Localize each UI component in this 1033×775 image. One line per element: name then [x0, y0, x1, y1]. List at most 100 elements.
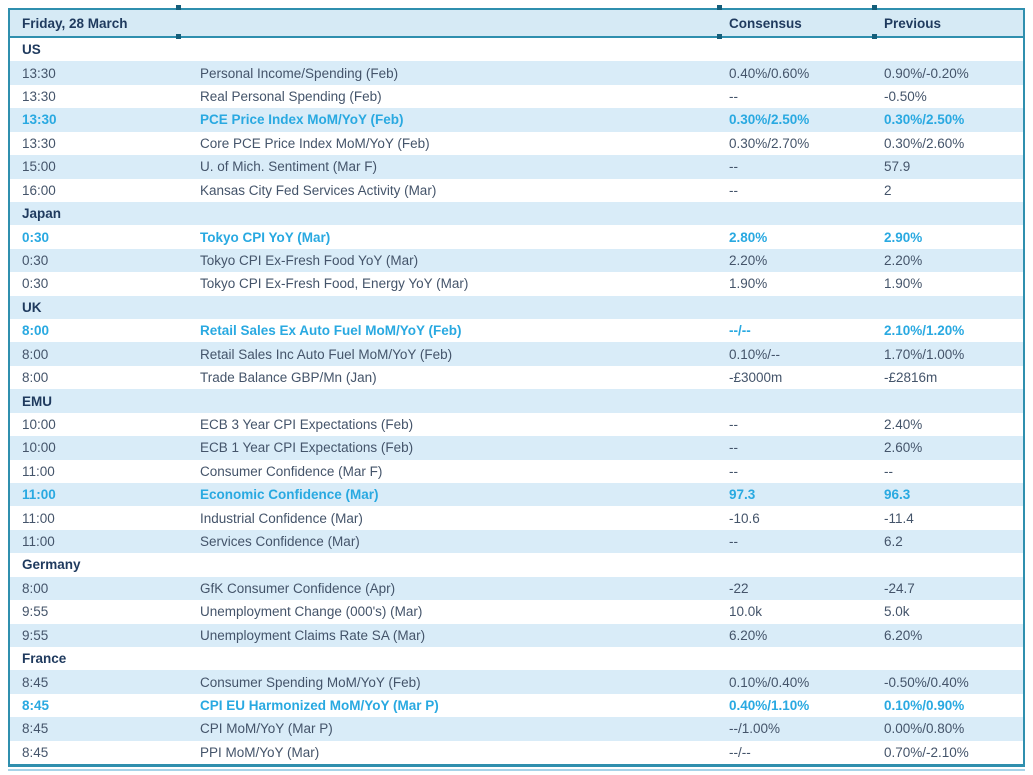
- previous-cell: -0.50%: [884, 89, 927, 105]
- consensus-cell: 97.3: [729, 487, 756, 503]
- time-cell: 8:00: [22, 370, 49, 386]
- event-cell: CPI EU Harmonized MoM/YoY (Mar P): [200, 698, 439, 714]
- time-cell: 0:30: [22, 253, 49, 268]
- previous-cell: 0.90%/-0.20%: [884, 65, 969, 81]
- event-cell: CPI MoM/YoY (Mar P): [200, 721, 333, 737]
- column-tick: [176, 34, 181, 39]
- previous-cell: 2.60%: [884, 440, 923, 456]
- table-row: 8:00 Trade Balance GBP/Mn (Jan) -£3000m -£2…: [10, 365, 1023, 390]
- table-row: 16:00 Kansas City Fed Services Activity (…: [10, 178, 1023, 202]
- previous-cell: 0.30%/2.50%: [884, 112, 965, 128]
- consensus-cell: 0.40%/0.60%: [729, 65, 810, 81]
- consensus-cell: --: [729, 463, 738, 479]
- table-row: 8:00 GfK Consumer Confidence (Apr) -22 -24.…: [10, 576, 1023, 601]
- table-row: 11:00 Industrial Confidence (Mar) -10.6 -11…: [10, 506, 1023, 530]
- consensus-cell: --: [729, 182, 738, 198]
- consensus-cell: 0.40%/1.10%: [729, 698, 810, 714]
- previous-cell: 57.9: [884, 159, 911, 175]
- time-cell: 8:00: [22, 580, 49, 596]
- table-row: 11:00 Services Confidence (Mar) -- 6.2: [10, 529, 1023, 554]
- table-row: 10:00 ECB 1 Year CPI Expectations (Feb) --…: [10, 436, 1023, 460]
- date-header: Friday, 28 March: [22, 15, 128, 31]
- table-row: 8:45 Consumer Spending MoM/YoY (Feb) 0.10%…: [10, 670, 1023, 694]
- column-tick: [717, 34, 722, 39]
- previous-cell: 0.30%/2.60%: [884, 135, 965, 151]
- event-cell: GfK Consumer Confidence (Apr): [200, 580, 396, 596]
- previous-column-header: Previous: [884, 15, 942, 31]
- table-row: 11:00 Economic Confidence (Mar) 97.3 96.3: [10, 483, 1023, 507]
- previous-cell: 1.70%/1.00%: [884, 346, 965, 362]
- column-tick: [717, 5, 722, 10]
- consensus-cell: -10.6: [729, 510, 760, 526]
- previous-cell: --: [884, 463, 893, 479]
- event-cell: Industrial Confidence (Mar): [200, 510, 363, 526]
- event-cell: PPI MoM/YoY (Mar): [200, 744, 320, 760]
- section-row-japan: Japan: [10, 201, 1023, 226]
- event-cell: Consumer Confidence (Mar F): [200, 463, 383, 479]
- event-cell: Trade Balance GBP/Mn (Jan): [200, 370, 377, 386]
- section-region-label: France: [22, 651, 67, 667]
- consensus-cell: --: [729, 89, 738, 105]
- time-cell: 8:45: [22, 674, 49, 690]
- previous-cell: -£2816m: [884, 370, 938, 386]
- time-cell: 8:45: [22, 744, 49, 760]
- table-row: 8:00 Retail Sales Inc Auto Fuel MoM/YoY (…: [10, 342, 1023, 366]
- section-region-label: EMU: [22, 393, 52, 409]
- consensus-cell: 0.30%/2.70%: [729, 135, 810, 151]
- event-cell: Personal Income/Spending (Feb): [200, 65, 399, 81]
- event-cell: Services Confidence (Mar): [200, 534, 360, 550]
- section-row-emu: EMU: [10, 389, 1023, 413]
- previous-cell: 2.20%: [884, 253, 923, 268]
- event-cell: Core PCE Price Index MoM/YoY (Feb): [200, 135, 430, 151]
- previous-cell: 2.90%: [884, 229, 923, 245]
- column-tick: [872, 5, 877, 10]
- column-tick: [176, 5, 181, 10]
- table-row: 13:30 Core PCE Price Index MoM/YoY (Feb) 0…: [10, 131, 1023, 156]
- consensus-cell: --/1.00%: [729, 721, 781, 737]
- time-cell: 8:45: [22, 698, 50, 714]
- consensus-cell: --/--: [729, 744, 751, 760]
- previous-cell: 6.20%: [884, 627, 923, 643]
- table-row: 10:00 ECB 3 Year CPI Expectations (Feb) --…: [10, 412, 1023, 437]
- table-row: 13:30 Personal Income/Spending (Feb) 0.40%…: [10, 61, 1023, 85]
- consensus-cell: --: [729, 416, 738, 432]
- table-row: 9:55 Unemployment Claims Rate SA (Mar) 6.2…: [10, 623, 1023, 647]
- consensus-cell: 0.30%/2.50%: [729, 112, 810, 128]
- previous-cell: 5.0k: [884, 604, 910, 620]
- consensus-cell: --: [729, 534, 738, 550]
- table-row: 13:30 Real Personal Spending (Feb) -- -0.50…: [10, 84, 1023, 109]
- event-cell: Tokyo CPI Ex-Fresh Food, Energy YoY (Mar…: [200, 276, 469, 292]
- section-row-france: France: [10, 646, 1023, 671]
- event-cell: ECB 1 Year CPI Expectations (Feb): [200, 440, 414, 456]
- table-row: 0:30 Tokyo CPI Ex-Fresh Food YoY (Mar) 2.2…: [10, 248, 1023, 273]
- event-cell: Retail Sales Ex Auto Fuel MoM/YoY (Feb): [200, 323, 462, 339]
- consensus-cell: 0.10%/--: [729, 346, 781, 362]
- table-row: 0:30 Tokyo CPI YoY (Mar) 2.80% 2.90%: [10, 225, 1023, 249]
- time-cell: 13:30: [22, 135, 56, 151]
- event-cell: Unemployment Claims Rate SA (Mar): [200, 627, 426, 643]
- event-cell: Real Personal Spending (Feb): [200, 89, 382, 105]
- consensus-cell: --: [729, 440, 738, 456]
- time-cell: 11:00: [22, 510, 55, 526]
- table-row: 11:00 Consumer Confidence (Mar F) -- --: [10, 459, 1023, 484]
- section-region-label: Japan: [22, 206, 62, 222]
- section-row-uk: UK: [10, 295, 1023, 320]
- event-cell: Consumer Spending MoM/YoY (Feb): [200, 674, 421, 690]
- previous-cell: -11.4: [884, 510, 914, 526]
- time-cell: 11:00: [22, 463, 55, 479]
- time-cell: 8:00: [22, 346, 49, 362]
- time-cell: 9:55: [22, 627, 49, 643]
- event-cell: Economic Confidence (Mar): [200, 487, 379, 503]
- table-row: 8:45 PPI MoM/YoY (Mar) --/-- 0.70%/-2.10%: [10, 740, 1023, 765]
- previous-cell: 0.10%/0.90%: [884, 698, 965, 714]
- consensus-cell: 0.10%/0.40%: [729, 674, 810, 690]
- event-cell: Tokyo CPI YoY (Mar): [200, 229, 331, 245]
- consensus-cell: 10.0k: [729, 604, 763, 620]
- time-cell: 10:00: [22, 416, 56, 432]
- time-cell: 16:00: [22, 182, 56, 198]
- previous-cell: -0.50%/0.40%: [884, 674, 969, 690]
- section-row-us: US: [10, 38, 1023, 62]
- previous-cell: 2.40%: [884, 416, 923, 432]
- consensus-cell: 2.80%: [729, 229, 768, 245]
- time-cell: 0:30: [22, 229, 50, 245]
